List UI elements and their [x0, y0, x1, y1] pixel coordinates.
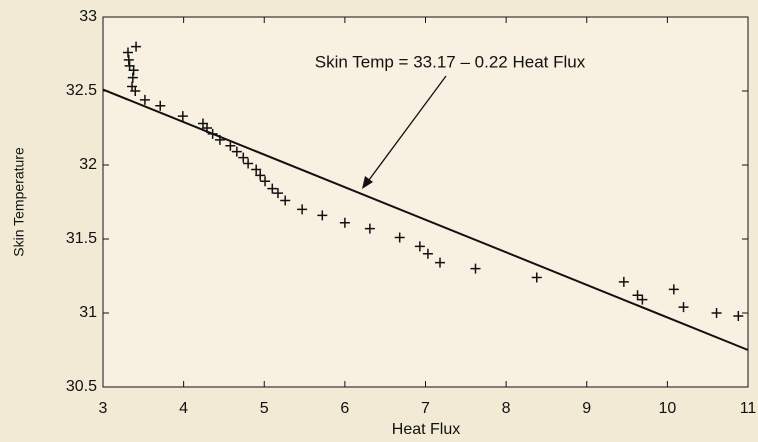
fit-line: [102, 88, 749, 351]
data-point: [207, 128, 218, 139]
data-point: [130, 86, 141, 96]
data-point: [155, 100, 166, 111]
data-point: [618, 276, 629, 287]
plot-area: [102, 16, 749, 388]
data-point: [243, 158, 254, 169]
data-point: [422, 248, 433, 259]
data-point: [632, 290, 643, 301]
annotation: Skin Temp = 33.17 – 0.22 Heat Flux: [315, 52, 586, 71]
y-tick-label: 32: [79, 156, 97, 173]
data-point: [123, 54, 134, 65]
arrow-head: [362, 176, 373, 189]
data-point: [238, 152, 249, 163]
x-tick-label: 3: [99, 400, 108, 417]
data-point: [231, 146, 242, 157]
x-axis-label: Heat Flux: [392, 421, 460, 438]
data-point: [339, 217, 350, 228]
y-tick-label: 31.5: [66, 230, 97, 247]
data-point: [531, 272, 542, 283]
data-point: [202, 123, 213, 133]
data-point: [364, 223, 375, 234]
data-point: [127, 72, 138, 83]
data-point: [711, 308, 722, 318]
annotation-arrow: [365, 75, 447, 185]
y-tick-label: 33: [79, 8, 97, 25]
x-tick-label: 10: [658, 400, 676, 417]
y-axis-label: Skin Temperature: [11, 147, 27, 257]
x-tick-label: 4: [179, 400, 188, 417]
data-point: [131, 41, 142, 52]
data-point: [225, 140, 236, 151]
data-point: [435, 257, 446, 268]
data-point: [280, 195, 291, 206]
data-point: [470, 263, 481, 274]
data-point: [272, 188, 283, 199]
data-point: [394, 232, 405, 243]
data-point: [260, 176, 271, 187]
y-tick-label: 32.5: [66, 82, 97, 99]
data-point: [177, 111, 188, 122]
data-point: [139, 94, 150, 105]
data-point: [267, 183, 278, 194]
data-point: [297, 204, 308, 215]
x-tick-label: 5: [260, 400, 269, 417]
data-point: [251, 164, 262, 175]
data-point: [668, 284, 679, 295]
x-tick-label: 9: [582, 400, 591, 417]
x-tick-label: 11: [740, 400, 757, 417]
x-tick-label: 7: [421, 400, 430, 417]
data-point: [255, 170, 266, 181]
data-point: [678, 302, 689, 313]
data-point: [733, 310, 744, 321]
data-point: [122, 47, 133, 58]
x-tick-label: 6: [340, 400, 349, 417]
x-tick-label: 8: [502, 400, 511, 417]
y-tick-label: 30.5: [66, 378, 97, 395]
data-point: [414, 241, 425, 252]
data-point: [214, 134, 225, 145]
data-point: [637, 294, 648, 305]
data-point: [317, 210, 328, 221]
data-point: [128, 65, 139, 76]
y-tick-label: 31: [79, 304, 97, 321]
